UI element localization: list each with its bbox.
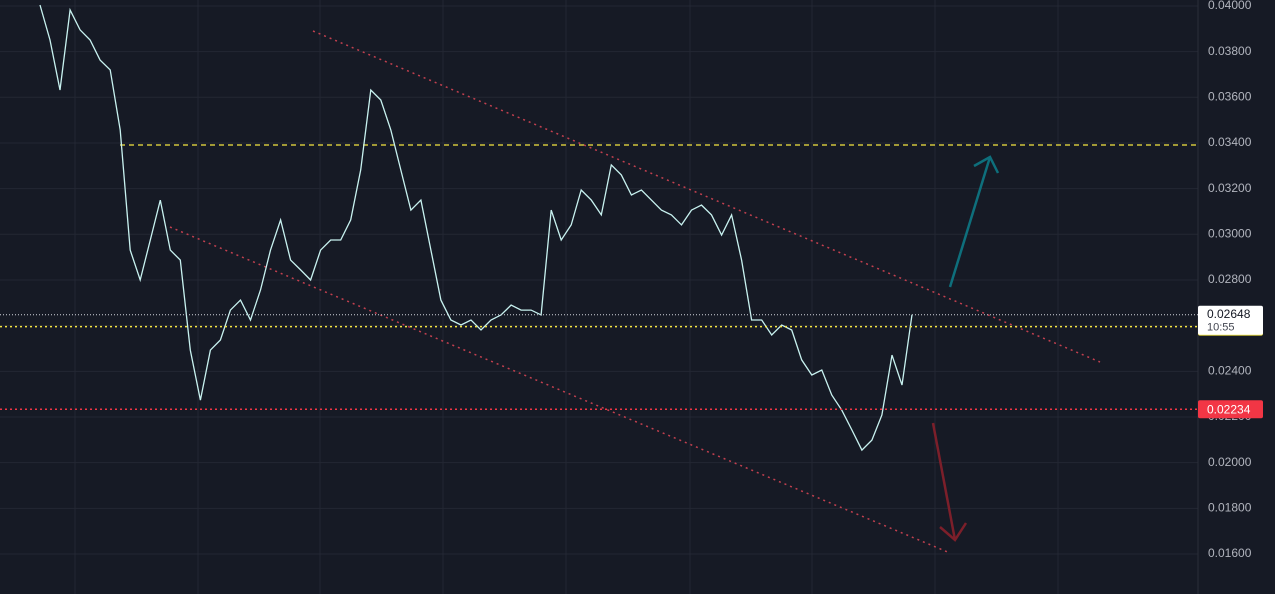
price-axis: 0.04000 0.03800 0.03600 0.03400 0.03200 0.030… <box>1198 0 1263 560</box>
y-tick-label: 0.02800 <box>1208 272 1252 286</box>
y-tick-label: 0.02400 <box>1208 364 1252 378</box>
grid <box>0 5 1198 555</box>
countdown: 10:55 <box>1207 322 1235 334</box>
up-arrow <box>948 155 1000 288</box>
y-tick-label: 0.03400 <box>1208 135 1252 149</box>
y-tick-label: 0.02000 <box>1208 455 1252 469</box>
y-tick-label: 0.03600 <box>1208 89 1252 103</box>
plot <box>0 4 1198 452</box>
upper-trendline <box>312 30 1101 363</box>
y-tick-label: 0.03000 <box>1208 226 1252 240</box>
price-line <box>39 4 913 452</box>
y-tick-label: 0.03200 <box>1208 181 1252 195</box>
level-label: 0.02234 <box>1207 402 1251 416</box>
y-tick-label: 0.04000 <box>1208 0 1252 12</box>
level-badge <box>1198 400 1263 419</box>
last-price-badge <box>1198 305 1263 335</box>
down-arrow <box>931 422 968 542</box>
y-tick-label: 0.01800 <box>1208 501 1252 515</box>
y-tick-label: 0.01600 <box>1208 546 1252 560</box>
y-tick-label: 0.03800 <box>1208 44 1252 58</box>
last-price-label: 0.02648 <box>1207 307 1251 321</box>
vertical-grid <box>74 0 1059 594</box>
